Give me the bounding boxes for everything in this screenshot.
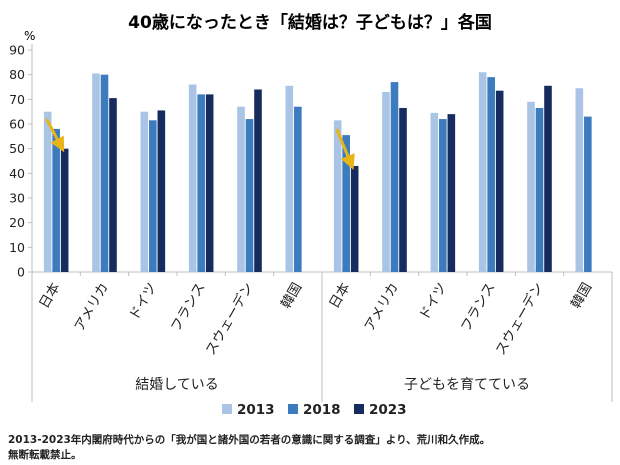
category-label: ドイツ xyxy=(416,280,450,323)
bar-2013 xyxy=(527,101,535,272)
bar-2013 xyxy=(92,73,100,272)
bar-2013 xyxy=(333,120,342,272)
bar-chart: 40歳になったとき「結婚は？子どもは？」各国 % 0 10 20 30 40 50 60 70… xyxy=(9,12,613,418)
bar-2013 xyxy=(140,111,149,273)
category-label: ドイツ xyxy=(126,280,160,323)
category-label: フランス xyxy=(458,280,499,335)
y-tick-label: 80 xyxy=(9,67,25,82)
bar-2018 xyxy=(584,116,592,272)
legend-swatch-2018 xyxy=(288,404,298,414)
bar-2018 xyxy=(100,74,109,273)
y-tick-label: 20 xyxy=(9,215,25,230)
category-label: フランス xyxy=(168,280,209,335)
bar-2018 xyxy=(487,77,495,272)
category-label: アメリカ xyxy=(71,280,112,334)
legend-label: 2013 xyxy=(237,402,275,418)
y-tick-label: 40 xyxy=(9,166,25,181)
bar-2013 xyxy=(575,88,584,272)
bar-2013 xyxy=(285,85,294,273)
bar-2018 xyxy=(342,135,350,272)
bar-2023 xyxy=(350,165,359,272)
legend-swatch-2023 xyxy=(354,404,364,414)
legend-label: 2023 xyxy=(369,402,407,418)
y-tick-label: 70 xyxy=(9,92,25,107)
category-label: スウェーデン xyxy=(202,280,257,359)
footnote-copyright: 無断転載禁止。 xyxy=(8,449,82,461)
y-tick-label: 0 xyxy=(17,265,25,280)
y-tick-label: 30 xyxy=(9,191,25,206)
category-label: 韓国 xyxy=(568,280,595,311)
bar-2013 xyxy=(430,112,439,273)
bar-2023 xyxy=(495,90,504,272)
category-label: アメリカ xyxy=(361,280,402,334)
bar-2023 xyxy=(157,110,166,272)
trend-arrow xyxy=(335,128,355,170)
bar-2023 xyxy=(399,107,407,272)
bar-2023 xyxy=(60,148,69,272)
category-label: 日本 xyxy=(326,280,354,312)
y-axis-unit-label: % xyxy=(24,29,35,43)
bar-2023 xyxy=(109,98,117,272)
legend-label: 2018 xyxy=(303,402,341,418)
bar-2018 xyxy=(390,82,399,272)
bar-2018 xyxy=(245,119,254,272)
y-tick-label: 10 xyxy=(9,240,25,255)
bar-2023 xyxy=(447,114,456,272)
bar-2023 xyxy=(205,94,214,273)
bar-2013 xyxy=(237,106,245,272)
bar-2013 xyxy=(382,91,390,272)
bar-2023 xyxy=(544,85,552,273)
y-tick-label: 90 xyxy=(9,43,25,58)
bar-2023 xyxy=(254,89,262,272)
footnote-source: 2013-2023年内閣府時代からの「我が国と諸外国の若者の意識に関する調査」よ… xyxy=(8,434,491,446)
bar-2018 xyxy=(149,120,157,272)
trend-arrow xyxy=(45,118,65,153)
category-label: 日本 xyxy=(36,280,64,312)
bar-2013 xyxy=(188,84,197,273)
bar-2018 xyxy=(535,107,544,272)
bar-2013 xyxy=(478,72,487,272)
category-label: スウェーデン xyxy=(492,280,547,359)
chart-title: 40歳になったとき「結婚は？子どもは？」各国 xyxy=(128,12,492,33)
bar-2018 xyxy=(439,119,447,272)
bar-2018 xyxy=(197,94,205,273)
bar-2018 xyxy=(294,106,302,272)
group-label: 結婚している xyxy=(135,377,219,393)
bar-2013 xyxy=(43,111,52,273)
y-tick-label: 50 xyxy=(9,141,25,156)
bar-2018 xyxy=(52,128,60,272)
group-label: 子どもを育てている xyxy=(404,377,530,393)
legend-swatch-2013 xyxy=(222,404,232,414)
y-tick-label: 60 xyxy=(9,117,25,132)
category-label: 韓国 xyxy=(278,280,305,311)
